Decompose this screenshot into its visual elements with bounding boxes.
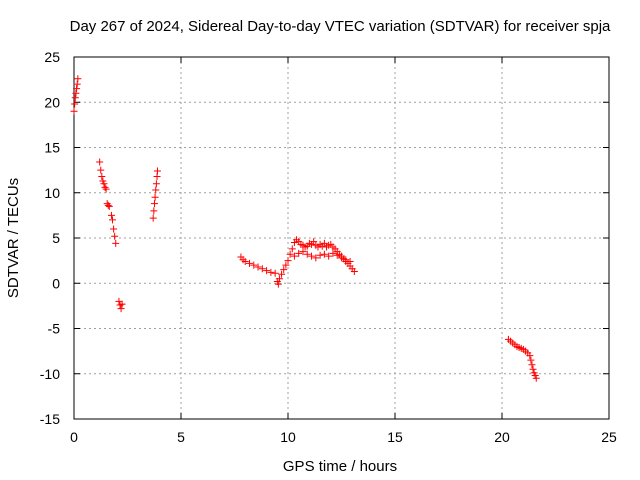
- data-point: [96, 158, 104, 166]
- data-point: [278, 270, 286, 278]
- y-tick-label: 5: [52, 230, 60, 246]
- data-point: [71, 94, 79, 102]
- x-tick-label: 15: [387, 429, 403, 445]
- data-point: [102, 185, 110, 193]
- y-axis-label: SDTVAR / TECUs: [5, 178, 22, 298]
- data-point: [71, 100, 79, 108]
- y-tick-label: -15: [40, 411, 60, 427]
- data-point: [73, 85, 81, 93]
- y-tick-label: 15: [44, 140, 60, 156]
- data-point: [72, 89, 80, 97]
- data-point: [310, 238, 318, 246]
- data-point: [97, 166, 105, 174]
- data-point: [316, 251, 324, 259]
- data-point: [98, 172, 106, 180]
- data-point: [527, 356, 535, 364]
- data-point: [153, 167, 161, 175]
- y-axis-ticks: -15 -10 -5 0 5 10 15 20 25: [40, 49, 609, 427]
- data-point: [342, 256, 350, 264]
- data-point: [275, 275, 283, 283]
- data-points: [70, 75, 540, 382]
- data-point: [346, 258, 354, 266]
- data-point: [286, 250, 294, 258]
- data-point: [258, 265, 266, 273]
- data-point: [274, 280, 282, 288]
- data-point: [105, 202, 113, 210]
- data-point: [112, 239, 120, 247]
- y-tick-label: -10: [40, 366, 60, 382]
- data-point: [271, 269, 279, 277]
- x-tick-label: 20: [494, 429, 510, 445]
- data-point: [290, 252, 298, 260]
- data-point: [100, 180, 108, 188]
- chart-title: Day 267 of 2024, Sidereal Day-to-day VTE…: [70, 18, 611, 35]
- data-point: [150, 207, 158, 215]
- data-point: [532, 374, 540, 382]
- data-point: [254, 263, 262, 271]
- data-point: [312, 254, 320, 262]
- x-tick-label: 25: [601, 429, 617, 445]
- y-tick-label: 25: [44, 49, 60, 65]
- data-point: [104, 201, 112, 209]
- data-point: [117, 305, 125, 313]
- data-point: [241, 258, 249, 266]
- data-point: [284, 257, 292, 265]
- data-point: [152, 180, 160, 188]
- data-point: [267, 268, 275, 276]
- data-point: [526, 352, 534, 360]
- data-point: [528, 361, 536, 369]
- x-tick-label: 10: [280, 429, 296, 445]
- x-tick-label: 0: [70, 429, 78, 445]
- data-point: [109, 216, 117, 224]
- y-tick-label: 20: [44, 94, 60, 110]
- data-point: [299, 248, 307, 256]
- data-point: [70, 107, 78, 115]
- data-point: [338, 254, 345, 262]
- data-point: [303, 250, 311, 258]
- y-tick-label: 0: [52, 275, 60, 291]
- grid: [74, 57, 609, 419]
- data-point: [149, 214, 157, 222]
- data-point: [111, 232, 119, 240]
- data-point: [110, 225, 118, 233]
- data-point: [118, 300, 126, 308]
- y-tick-label: 10: [44, 185, 60, 201]
- data-point: [150, 200, 158, 208]
- data-point: [333, 251, 341, 259]
- data-point: [325, 252, 333, 260]
- data-point: [295, 249, 303, 257]
- data-point: [107, 211, 115, 219]
- data-point: [263, 267, 271, 275]
- data-point: [320, 239, 328, 247]
- data-point: [73, 80, 81, 88]
- data-point: [101, 183, 109, 191]
- data-point: [282, 261, 290, 269]
- data-point: [245, 259, 253, 267]
- data-point: [308, 252, 316, 260]
- x-axis-label: GPS time / hours: [283, 458, 397, 475]
- data-point: [280, 266, 288, 274]
- data-point: [250, 261, 258, 269]
- data-point: [529, 365, 537, 373]
- data-point: [329, 249, 337, 257]
- data-point: [151, 193, 159, 201]
- data-point: [350, 267, 358, 275]
- data-point: [152, 186, 160, 194]
- x-tick-label: 5: [177, 429, 185, 445]
- data-point: [74, 75, 82, 83]
- x-axis-ticks: 0 5 10 15 20 25: [70, 57, 617, 445]
- data-point: [320, 250, 328, 258]
- data-point: [288, 245, 296, 253]
- y-tick-label: -5: [48, 321, 61, 337]
